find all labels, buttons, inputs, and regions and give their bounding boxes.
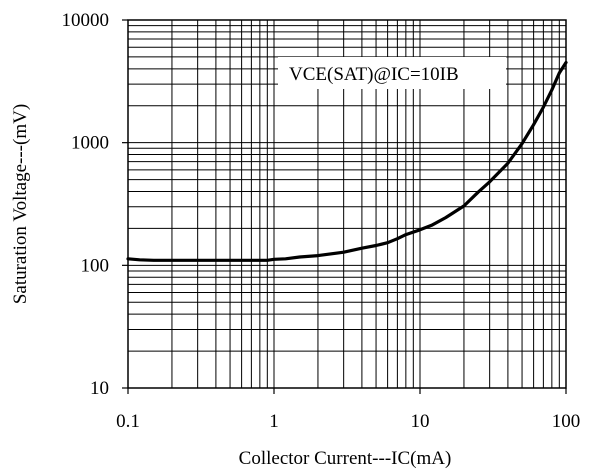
annotation-box: VCE(SAT)@IC=10IB <box>278 57 506 89</box>
y-tick-label: 1000 <box>71 133 109 154</box>
y-tick-label: 100 <box>81 255 110 276</box>
x-tick-label: 10 <box>411 411 430 432</box>
y-axis-title: Saturation Voltage---(mV) <box>10 104 31 304</box>
annotation-label: VCE(SAT)@IC=10IB <box>289 64 459 85</box>
x-tick-label: 100 <box>552 411 581 432</box>
y-tick-label: 10000 <box>62 10 110 31</box>
annotation-background <box>278 57 506 89</box>
axis-ticks: 0.1 1 10 100 10 100 1000 10000 <box>62 10 581 432</box>
saturation-voltage-curve <box>126 60 568 262</box>
plot-frame <box>127 19 567 389</box>
x-tick-label: 0.1 <box>116 411 140 432</box>
x-tick-label: 1 <box>269 411 279 432</box>
curve-layer <box>126 60 568 262</box>
x-axis-title: Collector Current---IC(mA) <box>239 448 452 469</box>
y-tick-label: 10 <box>90 378 109 399</box>
